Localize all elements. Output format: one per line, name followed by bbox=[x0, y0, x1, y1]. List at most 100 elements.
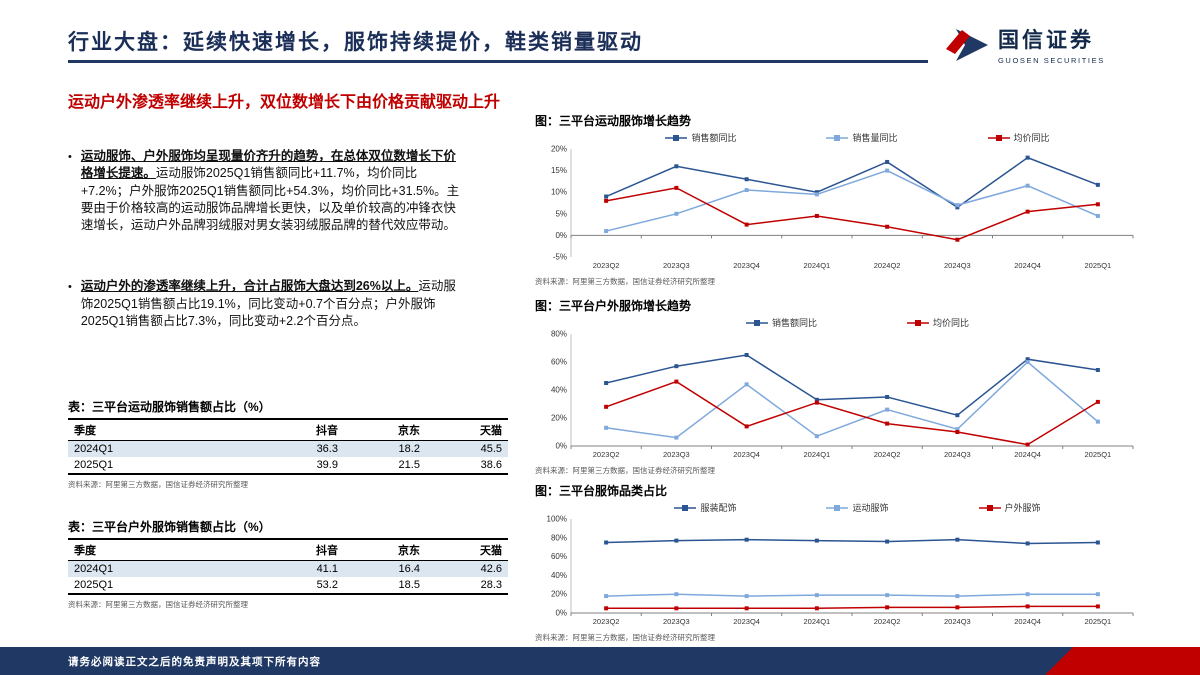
bullet-item: • 运动户外的渗透率继续上升，合计占服饰大盘达到26%以上。运动服饰2025Q1… bbox=[68, 278, 460, 330]
svg-text:40%: 40% bbox=[551, 571, 567, 580]
svg-text:2024Q3: 2024Q3 bbox=[944, 261, 971, 270]
bullet-marker: • bbox=[68, 151, 72, 163]
title-underline bbox=[68, 60, 928, 63]
table-cell: 21.5 bbox=[398, 459, 420, 471]
table-header-row: 季度 抖音 京东 天猫 bbox=[68, 539, 508, 561]
svg-text:2024Q4: 2024Q4 bbox=[1014, 261, 1041, 270]
svg-text:100%: 100% bbox=[547, 515, 567, 524]
svg-text:2024Q4: 2024Q4 bbox=[1014, 617, 1041, 626]
sports-apparel-share-table: 季度 抖音 京东 天猫 2024Q1 36.3 18.2 45.5 2025Q1 39.9 21.5… bbox=[68, 418, 508, 475]
chart-legend: 服装配饰 运动服饰 户外服饰 bbox=[565, 501, 1150, 514]
table-source: 资料来源：阿里第三方数据，国信证券经济研究所整理 bbox=[68, 480, 248, 489]
bullet-text: 运动户外的渗透率继续上升，合计占服饰大盘达到26%以上。运动服饰2025Q1销售… bbox=[81, 278, 460, 330]
chart-title: 图：三平台运动服饰增长趋势 bbox=[535, 114, 692, 128]
svg-text:2023Q4: 2023Q4 bbox=[733, 261, 760, 270]
table-cell: 36.3 bbox=[316, 443, 338, 455]
legend-label: 销售额同比 bbox=[771, 318, 817, 328]
bullet-lead: 运动服饰、户外服饰均呈现量价齐升的趋势，在总体双位数增长下价格增长提速。 bbox=[80, 149, 456, 181]
svg-text:2024Q2: 2024Q2 bbox=[874, 617, 901, 626]
svg-text:10%: 10% bbox=[551, 188, 567, 197]
bullet-body: 运动服饰2025Q1销售额同比+11.7%，均价同比+7.2%；户外服饰2025… bbox=[80, 166, 460, 232]
chart-sports-growth: 图：三平台运动服饰增长趋势 销售额同比 销售量同比 均价同比 -5% 0% 5% 10% 1… bbox=[535, 112, 1150, 287]
outdoor-apparel-share-table: 季度 抖音 京东 天猫 2024Q1 41.1 16.4 42.6 2025Q1 53.2 18.5… bbox=[68, 538, 508, 595]
column-header: 天猫 bbox=[425, 419, 508, 441]
column-header: 季度 bbox=[68, 419, 262, 441]
column-header: 京东 bbox=[343, 419, 426, 441]
legend-label: 均价同比 bbox=[1013, 133, 1050, 143]
column-header: 季度 bbox=[68, 539, 262, 561]
svg-text:40%: 40% bbox=[551, 386, 567, 395]
bullet-body: 运动服饰2025Q1销售额占比19.1%，同比变动+0.7个百分点；户外服饰20… bbox=[80, 279, 456, 328]
page-title: 行业大盘：延续快速增长，服饰持续提价，鞋类销量驱动 bbox=[68, 31, 643, 54]
column-header: 京东 bbox=[343, 539, 426, 561]
sports-apparel-share-table-section: 表：三平台运动服饰销售额占比（%） 季度 抖音 京东 天猫 2024Q1 36.3 18.2… bbox=[68, 398, 508, 490]
svg-text:2025Q1: 2025Q1 bbox=[1085, 261, 1112, 270]
table-cell: 18.2 bbox=[398, 443, 420, 455]
svg-text:2025Q1: 2025Q1 bbox=[1085, 450, 1112, 459]
footer-bar: 请务必阅读正文之后的免责声明及其项下所有内容 bbox=[0, 647, 1200, 675]
legend-item: 运动服饰 bbox=[826, 501, 889, 514]
table-cell: 39.9 bbox=[316, 459, 338, 471]
table-row: 2024Q1 36.3 18.2 45.5 bbox=[68, 440, 508, 457]
svg-text:2024Q3: 2024Q3 bbox=[944, 450, 971, 459]
svg-text:15%: 15% bbox=[551, 166, 567, 175]
legend-item: 销售额同比 bbox=[665, 131, 736, 144]
svg-text:2024Q2: 2024Q2 bbox=[874, 450, 901, 459]
legend-label: 运动服饰 bbox=[852, 503, 889, 513]
chart-title: 图：三平台服饰品类占比 bbox=[535, 484, 668, 498]
svg-text:60%: 60% bbox=[551, 358, 567, 367]
svg-text:2023Q2: 2023Q2 bbox=[593, 261, 620, 270]
chart-legend: 销售额同比 均价同比 bbox=[565, 316, 1150, 329]
bullet-list: • 运动服饰、户外服饰均呈现量价齐升的趋势，在总体双位数增长下价格增长提速。运动… bbox=[68, 148, 460, 330]
svg-text:2024Q4: 2024Q4 bbox=[1014, 450, 1041, 459]
svg-text:0%: 0% bbox=[555, 609, 567, 618]
legend-item: 服装配饰 bbox=[674, 501, 736, 514]
table-cell: 2024Q1 bbox=[74, 443, 114, 455]
chart-legend: 销售额同比 销售量同比 均价同比 bbox=[565, 131, 1150, 144]
legend-marker-icon bbox=[826, 134, 849, 141]
table-header-row: 季度 抖音 京东 天猫 bbox=[68, 419, 508, 441]
svg-text:2024Q1: 2024Q1 bbox=[804, 261, 831, 270]
svg-text:5%: 5% bbox=[555, 209, 567, 218]
svg-text:2025Q1: 2025Q1 bbox=[1085, 617, 1112, 626]
bullet-lead: 运动户外的渗透率继续上升，合计占服饰大盘达到26%以上。 bbox=[80, 279, 419, 294]
legend-item: 户外服饰 bbox=[978, 501, 1041, 514]
table-cell: 16.4 bbox=[398, 563, 420, 575]
svg-text:2024Q1: 2024Q1 bbox=[804, 450, 831, 459]
svg-text:2023Q2: 2023Q2 bbox=[593, 617, 620, 626]
table-cell: 2025Q1 bbox=[74, 459, 114, 471]
legend-item: 销售量同比 bbox=[826, 131, 898, 144]
legend-label: 销售量同比 bbox=[852, 133, 898, 143]
svg-text:2024Q2: 2024Q2 bbox=[874, 261, 901, 270]
table-cell: 38.6 bbox=[480, 459, 502, 471]
legend-marker-icon bbox=[987, 134, 1010, 141]
legend-marker-icon bbox=[745, 319, 768, 326]
legend-marker-icon bbox=[665, 134, 688, 141]
chart-source: 资料来源：阿里第三方数据，国信证券经济研究所整理 bbox=[535, 466, 715, 475]
table-title: 表：三平台户外服饰销售额占比（%） bbox=[68, 520, 271, 534]
svg-text:60%: 60% bbox=[551, 552, 567, 561]
svg-text:2023Q3: 2023Q3 bbox=[663, 617, 690, 626]
legend-item: 均价同比 bbox=[987, 131, 1050, 144]
legend-label: 服装配饰 bbox=[700, 503, 737, 513]
brand-logo: 国信证券 GUOSEN SECURITIES bbox=[944, 24, 1105, 65]
chart-source: 资料来源：阿里第三方数据，国信证券经济研究所整理 bbox=[535, 277, 715, 286]
chart-title: 图：三平台户外服饰增长趋势 bbox=[535, 299, 692, 313]
table-title: 表：三平台运动服饰销售额占比（%） bbox=[68, 400, 271, 414]
bullet-text: 运动服饰、户外服饰均呈现量价齐升的趋势，在总体双位数增长下价格增长提速。运动服饰… bbox=[81, 148, 460, 234]
chart-source: 资料来源：阿里第三方数据，国信证券经济研究所整理 bbox=[535, 633, 715, 642]
table-cell: 42.6 bbox=[480, 563, 502, 575]
svg-text:2023Q3: 2023Q3 bbox=[663, 450, 690, 459]
column-header: 抖音 bbox=[262, 419, 344, 441]
footer-accent bbox=[1045, 647, 1200, 675]
svg-text:80%: 80% bbox=[551, 330, 567, 339]
table-cell: 53.2 bbox=[316, 579, 338, 591]
legend-item: 均价同比 bbox=[907, 316, 969, 329]
legend-label: 销售额同比 bbox=[691, 133, 737, 143]
table-cell: 18.5 bbox=[398, 579, 420, 591]
svg-text:-5%: -5% bbox=[553, 253, 567, 262]
brand-subname: GUOSEN SECURITIES bbox=[998, 56, 1105, 65]
svg-text:2023Q3: 2023Q3 bbox=[663, 261, 690, 270]
legend-marker-icon bbox=[978, 504, 1001, 511]
